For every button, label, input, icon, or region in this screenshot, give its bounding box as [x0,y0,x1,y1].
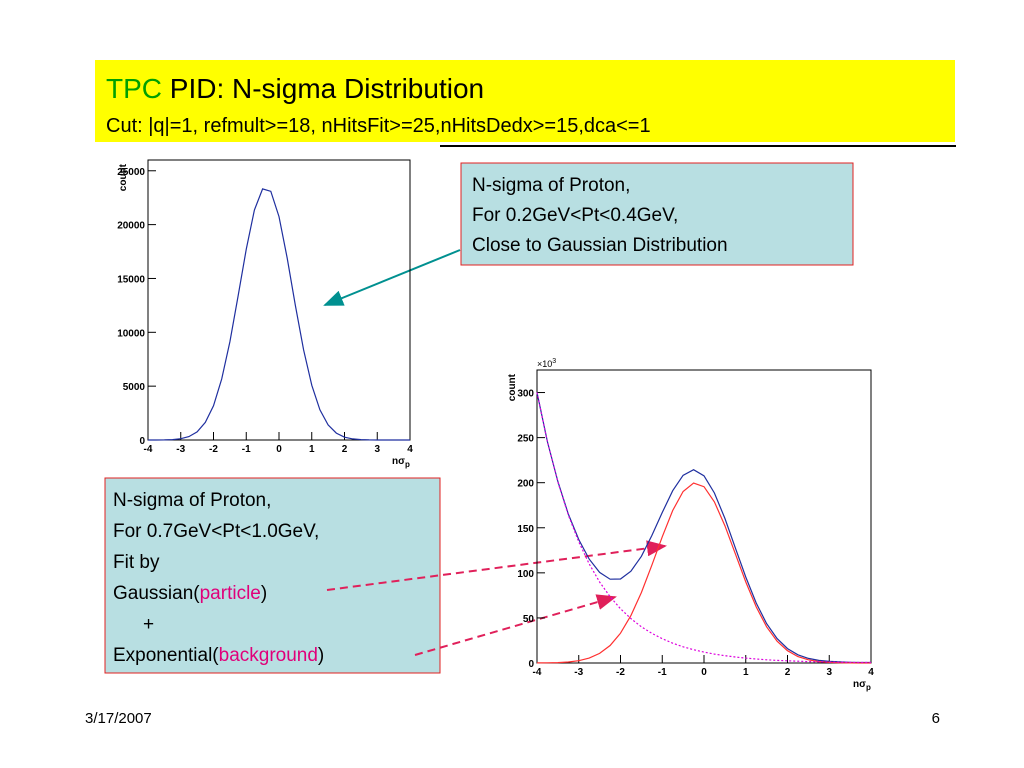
text: Exponential( [113,645,219,666]
x-tick-label: 0 [701,667,707,678]
y-tick-label: 100 [517,569,534,580]
y-tick-label: 200 [517,479,534,490]
x-tick-label: -2 [209,444,218,455]
title: TPC PID: N-sigma Distribution [106,73,484,104]
x-axis-label-sub: p [866,683,871,692]
x-axis-label-main: nσ [392,456,405,467]
multiplier: ×10 [537,359,552,369]
series-line [536,392,871,664]
footer-page: 6 [932,710,940,727]
plot-frame [536,369,872,664]
highlight: particle [200,583,261,604]
series-line [536,392,871,664]
text: ) [318,645,324,666]
x-tick-label: -1 [242,444,251,455]
y-axis-label: count [118,163,129,191]
title-accent: TPC [106,73,162,104]
x-tick-label: -3 [176,444,185,455]
callout-line: Gaussian(particle) [113,583,267,604]
title-main: PID: N-sigma Distribution [170,73,484,104]
y-axis-label: count [507,373,518,401]
x-tick-label: -2 [616,667,625,678]
y-tick-label: 50 [523,614,535,625]
x-tick-label: -3 [574,667,583,678]
callout-line: For 0.2GeV<Pt<0.4GeV, [472,205,678,226]
callout-line: Fit by [113,552,160,573]
x-axis-label-sub: p [405,460,410,469]
x-tick-label: 1 [309,444,315,455]
arrow [326,540,667,591]
x-tick-label: -1 [658,667,667,678]
title-box [95,60,955,142]
y-tick-label: 20000 [117,221,145,232]
x-tick-label: 1 [743,667,749,678]
callout-line: N-sigma of Proton, [113,490,271,511]
highlight: background [219,645,318,666]
axis-multiplier: ×103 [537,358,556,369]
arrow [414,594,617,656]
x-tick-label: 0 [276,444,282,455]
y-tick-label: 5000 [123,382,146,393]
arrow [323,249,461,306]
x-axis-label-main: nσ [853,679,866,690]
callout-bottom [104,477,441,674]
series-line [536,482,871,664]
plot-frame [147,159,411,441]
y-tick-label: 15000 [117,274,145,285]
y-tick-label: 25000 [117,167,145,178]
text: Gaussian( [113,583,200,604]
y-tick-label: 10000 [117,328,145,339]
footer-date: 3/17/2007 [85,710,152,727]
y-tick-label: 300 [517,389,534,400]
x-tick-label: -4 [533,667,542,678]
x-axis-label: nσp [392,456,410,469]
y-tick-label: 150 [517,524,534,535]
x-tick-label: 2 [785,667,791,678]
callout-line: Exponential(background) [113,645,324,666]
callout-line: Close to Gaussian Distribution [472,235,728,256]
y-tick-label: 0 [528,659,534,670]
series-line [148,188,410,441]
y-tick-label: 250 [517,434,534,445]
x-tick-label: 2 [342,444,348,455]
x-tick-label: 3 [374,444,380,455]
callout-top [460,162,854,266]
text: ) [261,583,267,604]
callout-line: N-sigma of Proton, [472,175,630,196]
x-tick-label: -4 [144,444,153,455]
callout-line: For 0.7GeV<Pt<1.0GeV, [113,521,319,542]
callout-line: + [143,614,154,635]
y-tick-label: 0 [139,436,145,447]
multiplier-exp: 3 [552,358,556,365]
x-axis-label: nσp [853,679,871,692]
x-tick-label: 4 [407,444,413,455]
x-tick-label: 3 [826,667,832,678]
x-tick-label: 4 [868,667,874,678]
subtitle: Cut: |q|=1, refmult>=18, nHitsFit>=25,nH… [106,115,651,137]
